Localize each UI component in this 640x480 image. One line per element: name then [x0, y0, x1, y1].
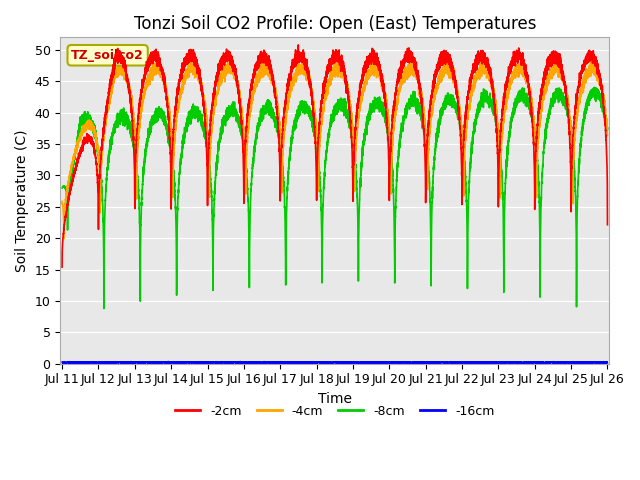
Legend: -2cm, -4cm, -8cm, -16cm: -2cm, -4cm, -8cm, -16cm — [170, 400, 499, 423]
Text: TZ_soilco2: TZ_soilco2 — [71, 49, 144, 62]
Title: Tonzi Soil CO2 Profile: Open (East) Temperatures: Tonzi Soil CO2 Profile: Open (East) Temp… — [134, 15, 536, 33]
X-axis label: Time: Time — [318, 392, 352, 406]
Y-axis label: Soil Temperature (C): Soil Temperature (C) — [15, 129, 29, 272]
